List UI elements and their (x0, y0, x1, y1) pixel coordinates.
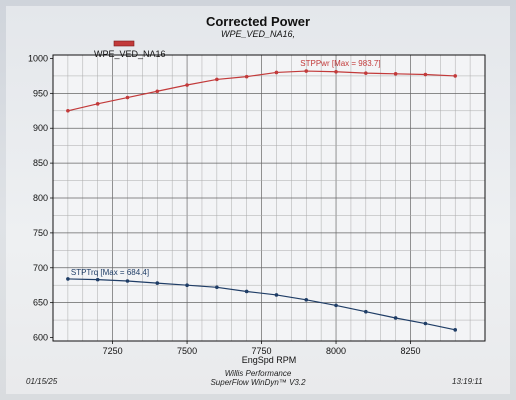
data-point-stptrq (423, 321, 428, 326)
data-point-stppwr (244, 74, 249, 79)
data-point-stptrq (274, 293, 279, 297)
data-point-stppwr (185, 83, 189, 87)
data-point-stppwr (66, 109, 70, 113)
y-tick-label: 950 (33, 88, 48, 98)
data-point-stptrq (155, 281, 160, 285)
data-point-stppwr (304, 69, 309, 73)
x-tick-label: 7250 (103, 346, 123, 356)
data-point-stptrq (453, 328, 458, 332)
data-point-stppwr (393, 72, 398, 76)
data-point-stppwr (423, 72, 428, 77)
grid-lines (53, 55, 485, 341)
data-point-stptrq (364, 309, 368, 314)
footer-date: 01/15/25 (26, 377, 58, 386)
data-point-stptrq (244, 289, 249, 294)
chart-subtitle: WPE_VED_NA16, (220, 29, 296, 39)
x-tick-labels: 7250 7500 7750 8000 8250 (103, 341, 421, 356)
y-tick-label: 600 (33, 333, 48, 343)
data-point-stppwr (95, 102, 100, 106)
series-line-stptrq (67, 278, 456, 331)
legend-swatch (113, 40, 135, 47)
x-tick-label: 7500 (177, 346, 197, 356)
data-point-stppwr (334, 69, 338, 74)
x-tick-label: 8250 (401, 346, 421, 356)
chart-title: Corrected Power (205, 14, 311, 29)
y-tick-label: 900 (33, 123, 48, 133)
y-tick-label: 750 (33, 228, 48, 238)
y-tick-label: 700 (33, 263, 48, 273)
y-tick-label: 1000 (28, 53, 48, 63)
data-point-stppwr (215, 77, 219, 82)
series-line-stppwr (67, 70, 456, 112)
footer-software: SuperFlow WinDyn™ V3.2 (210, 378, 306, 387)
series-group: STPPwr [Max = 983.7] STPTrq [Max = 684.4] (66, 59, 458, 332)
x-axis-label: EngSpd RPM (242, 355, 297, 365)
data-point-stppwr (364, 71, 368, 75)
data-point-stptrq (215, 285, 219, 290)
data-point-stppwr (125, 95, 130, 100)
data-point-stppwr (274, 70, 279, 75)
data-point-stptrq (125, 279, 130, 283)
data-point-stppwr (155, 89, 160, 94)
y-tick-label: 800 (33, 193, 48, 203)
series-annotation-stppwr: STPPwr [Max = 983.7] (300, 59, 380, 68)
data-point-stptrq (66, 277, 70, 281)
legend-label: WPE_VED_NA16 (94, 49, 166, 59)
footer-time: 13:19:11 (452, 377, 483, 386)
footer-company: Willis Performance (224, 369, 292, 378)
y-tick-labels: 600 650 700 750 800 850 900 950 1000 (28, 53, 53, 343)
data-point-stptrq (185, 283, 189, 287)
data-point-stptrq (334, 303, 338, 308)
x-tick-label: 7750 (252, 346, 272, 356)
series-annotation-stptrq: STPTrq [Max = 684.4] (71, 268, 149, 277)
y-tick-label: 850 (33, 158, 48, 168)
data-point-stptrq (393, 316, 398, 320)
y-tick-label: 650 (33, 298, 48, 308)
data-point-stptrq (304, 298, 309, 302)
data-point-stptrq (95, 277, 100, 282)
legend: WPE_VED_NA16 (94, 40, 166, 59)
x-tick-label: 8000 (326, 346, 346, 356)
data-point-stppwr (453, 74, 458, 78)
